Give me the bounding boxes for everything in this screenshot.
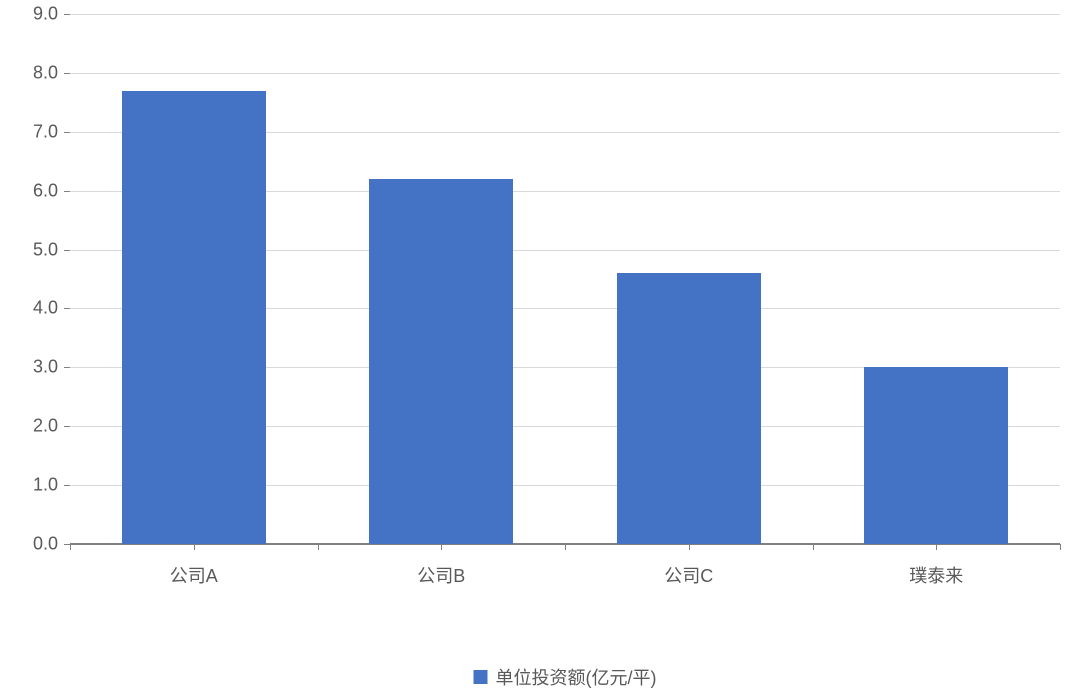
x-tick-mark [318,544,319,550]
bar [369,179,513,544]
y-tick-label: 2.0 [33,416,70,437]
legend-swatch [474,670,488,684]
x-tick-mark [70,544,71,550]
bar-chart: 0.0 1.0 2.0 3.0 4.0 5.0 6.0 7.0 8.0 9.0 公司A 公司B 公司C 璞… [0,0,1080,648]
x-category-label: 璞泰来 [909,544,963,588]
y-tick-label: 1.0 [33,475,70,496]
chart-legend: 单位投资额(亿元/平) [474,664,657,690]
gridline [70,73,1060,74]
y-tick-label: 6.0 [33,180,70,201]
bar [122,91,266,544]
x-category-label: 公司C [664,544,713,588]
y-tick-label: 7.0 [33,121,70,142]
plot-area: 0.01.02.03.04.05.06.07.08.09.0公司A公司B公司C璞… [70,14,1060,544]
y-tick-label: 3.0 [33,357,70,378]
bar [864,367,1008,544]
legend-label: 单位投资额(亿元/平) [496,664,657,690]
gridline [70,14,1060,15]
y-tick-label: 8.0 [33,62,70,83]
y-tick-label: 0.0 [33,534,70,555]
x-tick-mark [565,544,566,550]
y-tick-label: 4.0 [33,298,70,319]
x-tick-mark [1060,544,1061,550]
y-tick-label: 5.0 [33,239,70,260]
x-tick-mark [813,544,814,550]
y-tick-label: 9.0 [33,4,70,25]
bar [617,273,761,544]
x-category-label: 公司A [170,544,218,588]
x-category-label: 公司B [417,544,465,588]
